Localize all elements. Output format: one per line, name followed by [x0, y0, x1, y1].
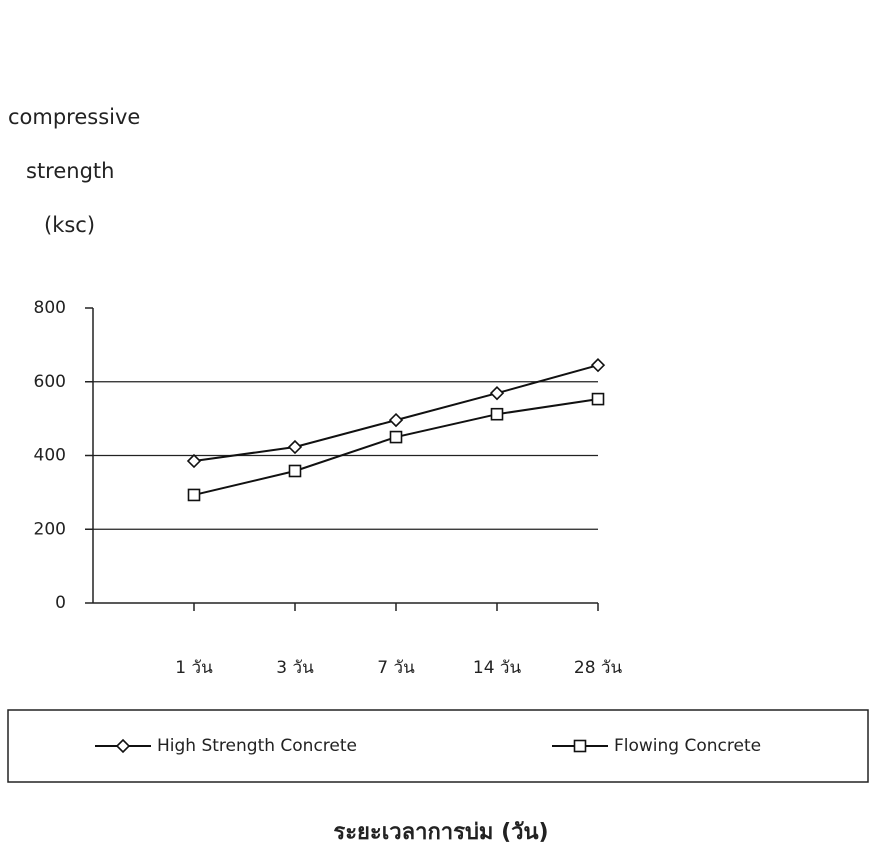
point — [490, 407, 504, 421]
x-tick-label: 3 วัน — [276, 658, 314, 678]
point — [389, 430, 403, 444]
point — [388, 412, 404, 428]
x-tick-label: 28 วัน — [574, 658, 623, 678]
y-axis-title: (ksc) — [44, 213, 95, 237]
y-axis-title: compressive — [8, 105, 140, 129]
y-tick-label: 200 — [34, 519, 66, 539]
x-tick-label: 7 วัน — [377, 658, 415, 678]
x-tick-label: 14 วัน — [473, 658, 522, 678]
legend-marker — [573, 739, 587, 753]
point — [590, 358, 606, 373]
y-tick-label: 400 — [34, 446, 66, 466]
y-tick-label: 800 — [34, 298, 66, 318]
point — [187, 488, 201, 502]
x-tick-label: 1 วัน — [175, 658, 213, 678]
legend-marker — [115, 738, 131, 754]
legend-label: Flowing Concrete — [614, 736, 761, 756]
legend-label: High Strength Concrete — [157, 736, 357, 756]
point — [288, 464, 302, 478]
legend-box — [7, 709, 869, 783]
y-axis-title: strength — [26, 159, 114, 183]
point — [591, 392, 605, 406]
y-tick-label: 0 — [55, 593, 66, 613]
point — [287, 439, 303, 455]
point — [186, 453, 202, 469]
point — [489, 386, 505, 401]
x-axis-title: ระยะเวลาการบ่ม (วัน) — [333, 820, 548, 845]
y-tick-label: 600 — [34, 372, 66, 392]
